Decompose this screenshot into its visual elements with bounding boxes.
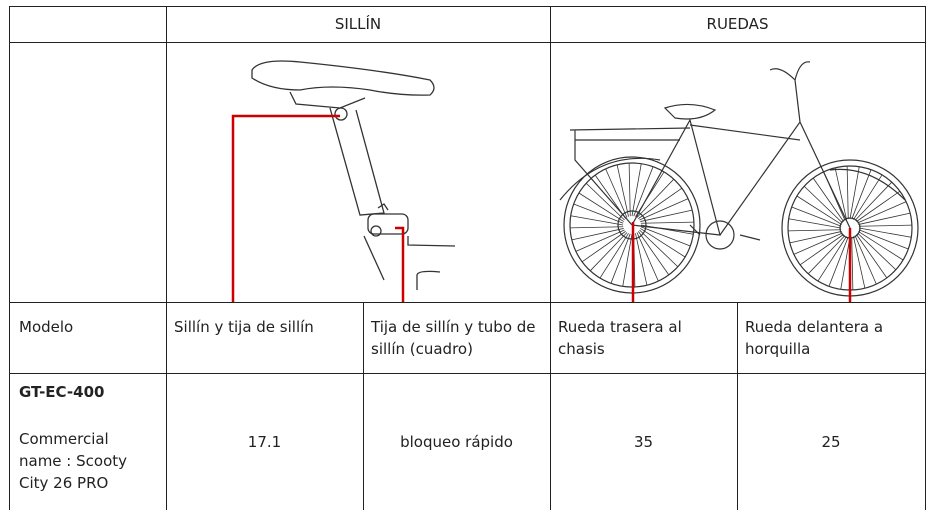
column-header: Tija de sillín y tubo de sillín (cuadro) xyxy=(371,318,536,358)
rule xyxy=(737,302,738,510)
saddle-drawing xyxy=(251,60,456,290)
rule xyxy=(166,6,167,510)
model-code: GT-EC-400 xyxy=(19,383,105,401)
rule xyxy=(9,6,926,7)
value: 17.1 xyxy=(247,432,282,451)
rule xyxy=(363,302,364,510)
rule xyxy=(925,6,926,510)
value: bloqueo rápido xyxy=(400,432,513,451)
callout-lines xyxy=(231,114,852,302)
rule xyxy=(9,6,10,510)
rule xyxy=(9,302,926,303)
group-header: SILLÍN xyxy=(334,15,382,33)
rule xyxy=(9,373,926,374)
column-header: Modelo xyxy=(19,318,74,336)
column-header: Rueda trasera al chasis xyxy=(558,318,682,358)
rule xyxy=(9,42,926,43)
value: 35 xyxy=(633,432,654,451)
spokes xyxy=(570,163,694,287)
bike-drawing xyxy=(559,61,919,297)
column-header: Rueda delantera a horquilla xyxy=(745,318,884,358)
spokes xyxy=(788,166,912,290)
model-name: Commercial name : Scooty City 26 PRO xyxy=(19,430,128,492)
rule xyxy=(550,6,551,510)
group-header: RUEDAS xyxy=(706,15,769,33)
column-header: Sillín y tija de sillín xyxy=(174,318,314,336)
value: 25 xyxy=(821,432,841,451)
